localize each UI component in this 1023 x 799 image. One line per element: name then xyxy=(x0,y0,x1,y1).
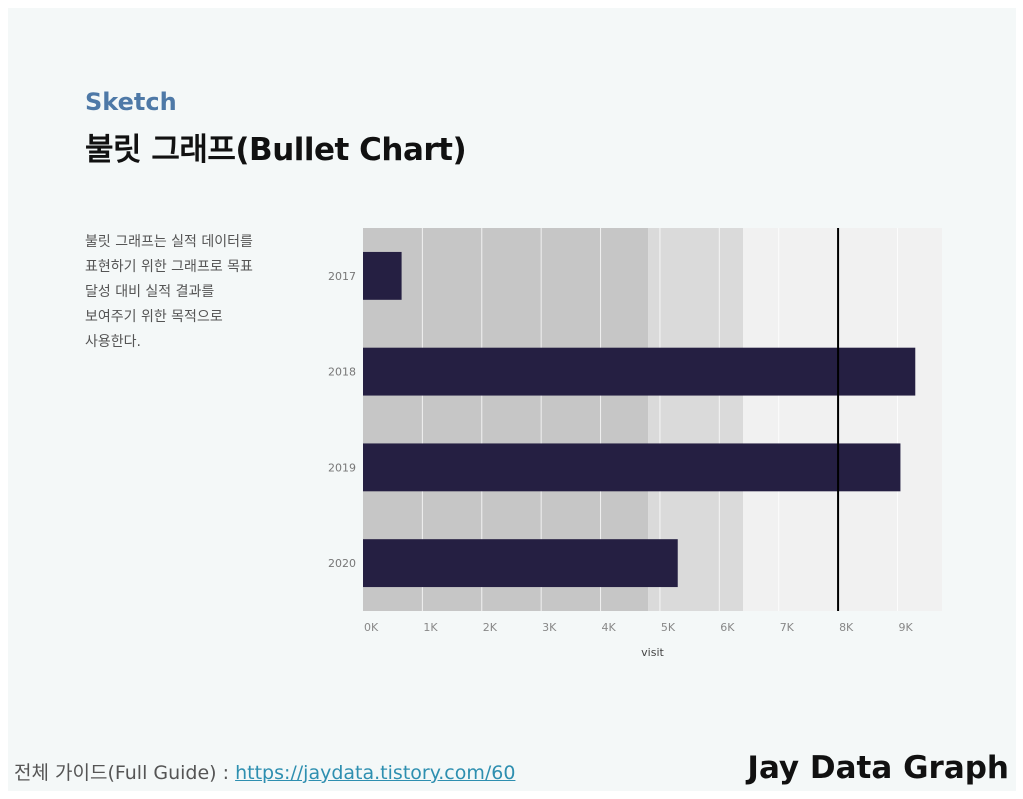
bar xyxy=(363,539,678,588)
x-tick-label: 7K xyxy=(780,621,795,634)
x-tick-label: 9K xyxy=(898,621,913,634)
bullet-chart: 2017 2018 2019 2020 0K 1K 2K 3K 4K 5K 6K 7K 8K 9K visi… xyxy=(328,228,942,659)
x-tick-label: 1K xyxy=(423,621,438,634)
description-line: 표현하기 위한 그래프로 목표 xyxy=(85,259,253,275)
page-subtitle: Sketch xyxy=(85,88,177,116)
y-tick-label: 2019 xyxy=(328,461,356,474)
x-axis-label: visit xyxy=(641,646,664,659)
footer-guide: 전체 가이드(Full Guide) : https://jaydata.tis… xyxy=(14,758,515,785)
description: 불릿 그래프는 실적 데이터를 표현하기 위한 그래프로 목표 달성 대비 실적… xyxy=(85,230,285,355)
x-tick-label: 3K xyxy=(542,621,557,634)
x-tick-label: 5K xyxy=(661,621,676,634)
bar xyxy=(363,443,901,492)
brand-logo-text: Jay Data Graph xyxy=(747,750,1009,786)
description-line: 달성 대비 실적 결과를 xyxy=(85,284,215,300)
x-tick-label: 2K xyxy=(483,621,498,634)
x-tick-label: 6K xyxy=(720,621,735,634)
y-tick-label: 2017 xyxy=(328,270,356,283)
description-line: 불릿 그래프는 실적 데이터를 xyxy=(85,234,253,250)
bar xyxy=(363,251,402,300)
y-tick-label: 2018 xyxy=(328,366,356,379)
footer-guide-label: 전체 가이드(Full Guide) : xyxy=(14,762,236,784)
x-tick-label: 8K xyxy=(839,621,854,634)
x-tick-label: 0K xyxy=(364,621,379,634)
y-tick-label: 2020 xyxy=(328,557,356,570)
x-tick-label: 4K xyxy=(602,621,617,634)
description-line: 보여주기 위한 목적으로 xyxy=(85,309,223,325)
bar xyxy=(363,347,916,396)
page-title: 불릿 그래프(Bullet Chart) xyxy=(85,132,467,168)
range-band xyxy=(743,228,942,611)
footer-guide-link[interactable]: https://jaydata.tistory.com/60 xyxy=(235,762,516,784)
description-line: 사용한다. xyxy=(85,334,141,350)
